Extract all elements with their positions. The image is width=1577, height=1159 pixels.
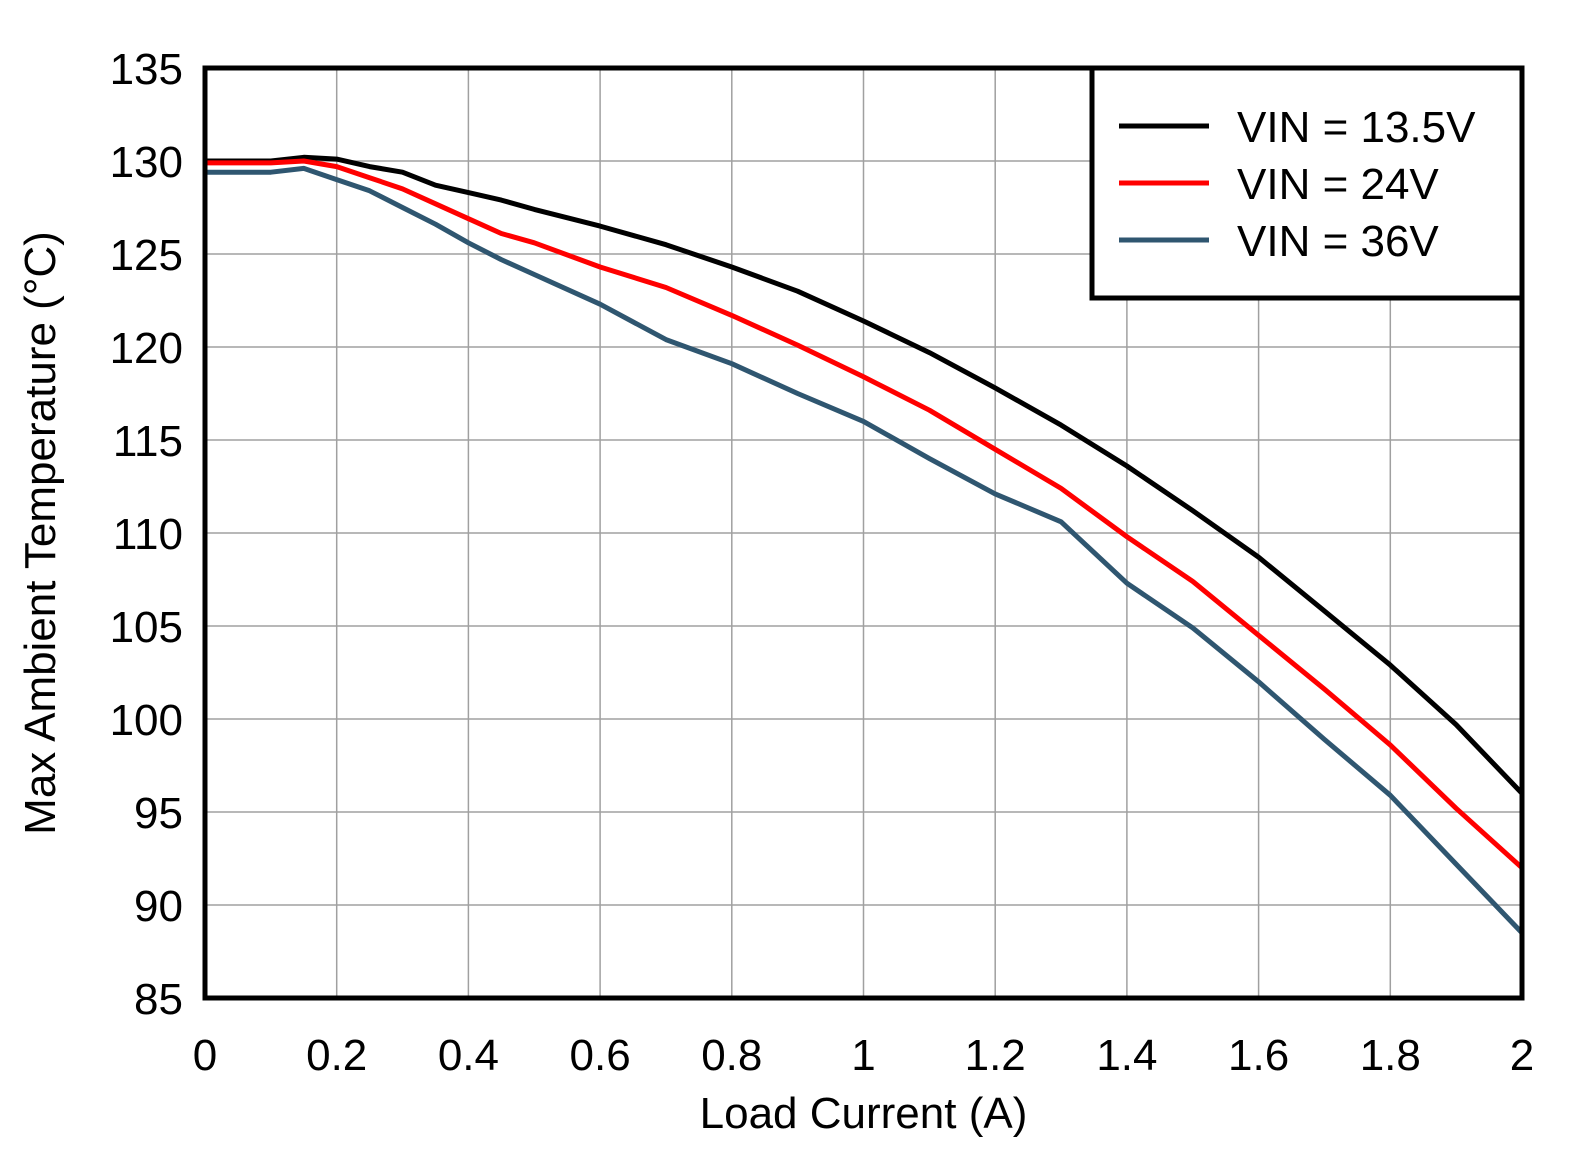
y-tick-label: 130 [110,138,183,187]
y-tick-label: 125 [110,231,183,280]
y-tick-label: 110 [113,510,183,559]
x-tick-label: 0.8 [701,1031,762,1080]
y-axis-title: Max Ambient Temperature (°C) [16,231,65,835]
x-tick-labels: 0 0.2 0.4 0.6 0.8 1 1.2 1.4 1.6 1.8 2 [193,1031,1534,1080]
y-tick-label: 105 [110,603,183,652]
x-tick-label: 1 [851,1031,875,1080]
x-tick-label: 1.4 [1096,1031,1157,1080]
legend-label: VIN = 24V [1237,160,1439,209]
y-tick-labels: 85 90 95 100 105 110 115 120 125 130 135 [110,45,183,1024]
series-line-1 [202,154,1525,796]
y-tick-label: 95 [134,789,183,838]
x-tick-label: 0.6 [570,1031,631,1080]
legend: VIN = 13.5V VIN = 24V VIN = 36V [1089,65,1525,301]
legend-label: VIN = 13.5V [1237,103,1476,152]
y-tick-label: 90 [134,882,183,931]
x-tick-label: 0.2 [306,1031,367,1080]
y-tick-label: 120 [110,324,183,373]
x-tick-label: 2 [1510,1031,1534,1080]
x-tick-label: 0.4 [438,1031,499,1080]
y-tick-label: 135 [110,45,183,94]
x-tick-label: 1.8 [1360,1031,1421,1080]
series-line-2 [202,158,1525,871]
x-tick-label: 0 [193,1031,217,1080]
y-tick-label: 85 [134,975,183,1024]
plot-frame [202,65,1525,1001]
y-tick-label: 115 [113,417,183,466]
x-tick-label: 1.6 [1228,1031,1289,1080]
grid [205,68,1522,998]
x-tick-label: 1.2 [965,1031,1026,1080]
series-group [202,154,1525,936]
y-tick-label: 100 [110,696,183,745]
series-line-3 [202,165,1525,936]
x-axis-title: Load Current (A) [700,1089,1028,1138]
legend-label: VIN = 36V [1237,217,1439,266]
